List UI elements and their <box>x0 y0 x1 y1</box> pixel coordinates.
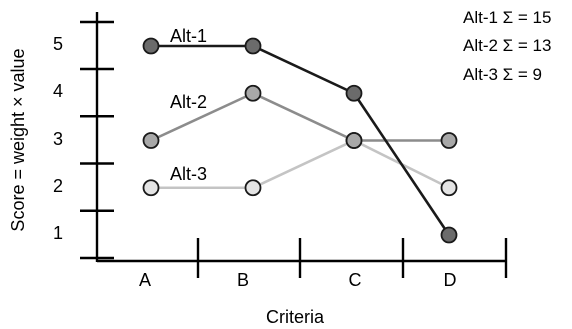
series-label-alt-2: Alt-2 <box>170 92 207 112</box>
series-labels: Alt-1 Alt-2 Alt-3 <box>170 26 207 184</box>
x-tick-label: D <box>444 270 457 290</box>
y-tick-label: 1 <box>53 223 63 243</box>
total-label-alt-2: Alt-2 Σ = 13 <box>463 36 551 55</box>
data-point <box>142 37 160 55</box>
data-point <box>244 84 262 102</box>
series-alt-2 <box>142 84 458 149</box>
y-tick-labels: 1 2 3 4 5 <box>53 34 63 243</box>
total-label-alt-3: Alt-3 Σ = 9 <box>463 65 542 84</box>
series-alt-1 <box>142 37 458 244</box>
totals-list: Alt-1 Σ = 15 Alt-2 Σ = 13 Alt-3 Σ = 9 <box>463 8 551 84</box>
x-axis-title: Criteria <box>266 307 325 327</box>
data-point <box>440 132 458 149</box>
y-ticks <box>80 20 114 260</box>
series-label-alt-1: Alt-1 <box>170 26 207 46</box>
series-line <box>150 91 449 142</box>
series-line <box>151 44 451 236</box>
data-point <box>345 132 363 149</box>
y-tick-label: 5 <box>53 34 63 54</box>
y-tick-label: 2 <box>53 176 63 196</box>
x-tick-label: C <box>349 270 362 290</box>
x-tick-label: B <box>237 270 249 290</box>
x-ticks <box>196 238 508 278</box>
series-label-alt-3: Alt-3 <box>170 164 207 184</box>
data-point <box>244 179 262 197</box>
x-tick-labels: A B C D <box>139 270 457 290</box>
y-tick-label: 4 <box>53 81 63 101</box>
x-tick-label: A <box>139 270 151 290</box>
data-point <box>142 132 160 149</box>
data-point <box>440 226 458 244</box>
total-label-alt-1: Alt-1 Σ = 15 <box>463 8 551 27</box>
data-point <box>345 84 363 102</box>
series-layer <box>142 37 458 244</box>
data-point <box>142 179 160 197</box>
data-point <box>244 37 262 55</box>
y-tick-label: 3 <box>53 129 63 149</box>
data-point <box>440 179 458 197</box>
y-axis-title: Score = weight × value <box>8 48 28 231</box>
axes <box>95 12 506 263</box>
